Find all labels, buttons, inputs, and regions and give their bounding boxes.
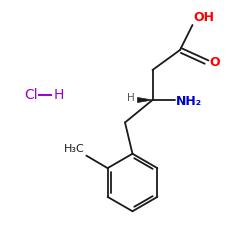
- Polygon shape: [138, 98, 152, 102]
- Text: O: O: [210, 56, 220, 69]
- Text: H: H: [127, 93, 134, 103]
- Text: Cl: Cl: [24, 88, 38, 102]
- Text: NH₂: NH₂: [176, 95, 203, 108]
- Text: H: H: [53, 88, 64, 102]
- Text: H₃C: H₃C: [64, 144, 85, 154]
- Text: OH: OH: [194, 11, 215, 24]
